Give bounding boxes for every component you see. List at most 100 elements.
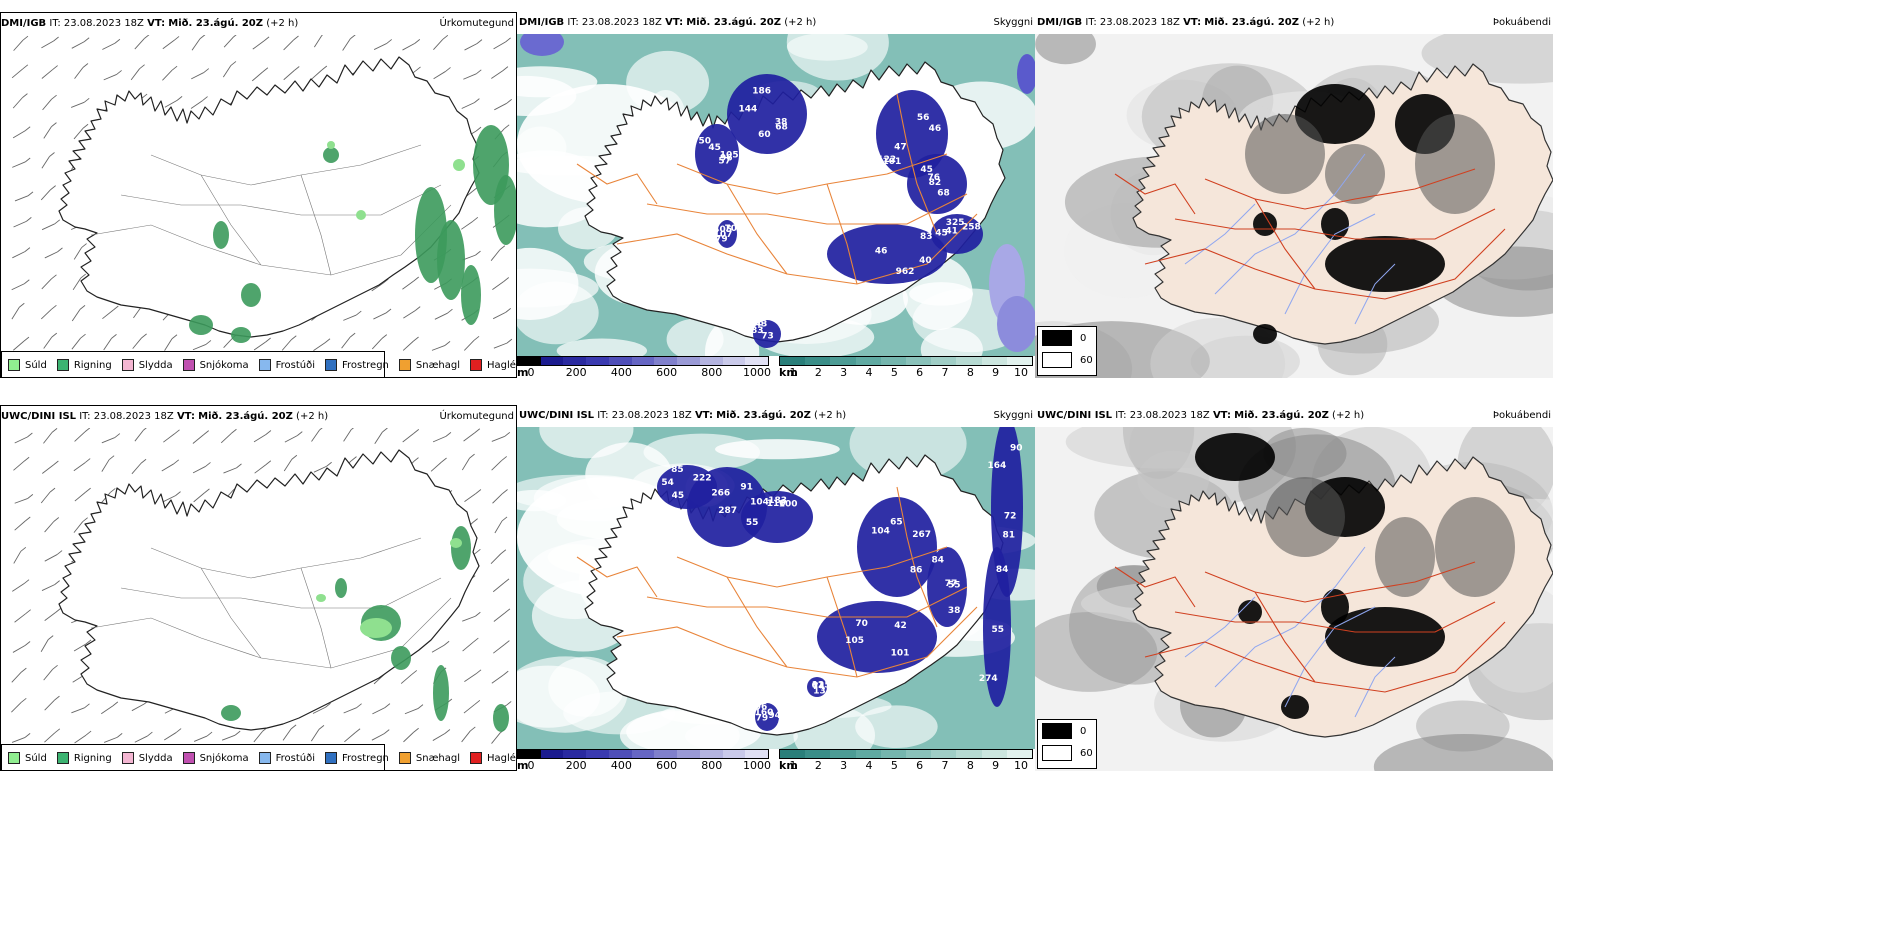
scale-unit: m xyxy=(517,759,529,771)
legend-swatch xyxy=(8,752,20,764)
ceiling-label: 85 xyxy=(671,465,684,475)
legend-swatch xyxy=(8,359,20,371)
legend-swatch xyxy=(470,752,483,764)
ceiling-label: 76 xyxy=(928,173,941,183)
scale-tick: 3 xyxy=(840,759,848,771)
scale-tick: 1000 xyxy=(743,759,771,771)
ceiling-label: 45 xyxy=(920,165,933,175)
precip-type-legend: Súld Rigning Slydda Snjókoma Frostúði Frostre… xyxy=(1,351,516,377)
scale-swatch xyxy=(654,357,678,365)
scale-swatch xyxy=(518,357,541,365)
ceiling-label: 94 xyxy=(768,711,781,721)
scale-tick: 10 xyxy=(1014,366,1028,378)
panel-title: UWC/DINI ISL IT: 23.08.2023 18Z VT: Mið.… xyxy=(1037,410,1365,421)
scale-swatch xyxy=(880,357,907,365)
legend-item-4: Frostúði xyxy=(258,359,315,371)
ceiling-label: 101 xyxy=(883,157,902,167)
scale-tick: 600 xyxy=(656,759,678,771)
ceiling-label: 122 xyxy=(877,155,896,165)
legend-swatch xyxy=(470,359,483,371)
scale-tick: 5 xyxy=(890,366,898,378)
legend-swatch xyxy=(325,359,337,371)
ceiling-label: 107 xyxy=(714,230,733,240)
scale-tick: 400 xyxy=(610,759,632,771)
ceiling-label: 104 xyxy=(871,527,890,537)
legend-label: Frostregn xyxy=(342,752,389,764)
scale-swatch xyxy=(563,750,587,758)
scale-colors xyxy=(779,356,1033,366)
visibility-scale: km 1 2 3 4 5 6 7 8 9 10 xyxy=(779,749,1033,771)
scale-tick: 3 xyxy=(840,366,848,378)
ceiling-label: 133 xyxy=(813,687,832,697)
ceiling-label: 183 xyxy=(768,496,787,506)
ceiling-label: 222 xyxy=(693,473,712,483)
scale-tick: 6 xyxy=(916,366,924,378)
scale-tick: 0 xyxy=(527,759,535,771)
ceiling-label: 79 xyxy=(756,713,769,723)
scale-swatch xyxy=(631,357,655,365)
scale-swatch xyxy=(586,750,609,758)
ceiling-label: 100 xyxy=(779,500,798,510)
ceiling-label: 84 xyxy=(932,556,945,566)
legend-swatch xyxy=(398,752,411,764)
scale-swatch xyxy=(906,357,932,365)
legend-label: Súld xyxy=(25,752,47,764)
ceiling-label: 45 xyxy=(672,491,685,501)
panel-field-name: Skyggni xyxy=(993,410,1033,421)
fog-panel-dmi: DMI/IGB IT: 23.08.2023 18Z VT: Mið. 23.á… xyxy=(1035,12,1553,378)
ceiling-label: 54 xyxy=(661,478,674,488)
scale-swatch xyxy=(906,750,932,758)
ceiling-label: 83 xyxy=(751,326,764,336)
scale-tick: 5 xyxy=(890,759,898,771)
fog-index-map xyxy=(1035,34,1553,378)
precip-type-legend: Súld Rigning Slydda Snjókoma Frostúði Frostre… xyxy=(1,744,516,770)
ceiling-label: 144 xyxy=(739,104,758,114)
ceiling-label: 73 xyxy=(761,331,774,341)
legend-label: Slydda xyxy=(138,752,173,764)
legend-item-0: Súld xyxy=(8,752,47,764)
scale-tick: 2 xyxy=(814,366,822,378)
panel-field-name: Úrkomutegund xyxy=(439,18,514,29)
panel-field-name: Þokuábendi xyxy=(1492,17,1551,28)
ceiling-label: 96 xyxy=(720,153,733,163)
legend-swatch xyxy=(258,752,271,764)
legend-item-3: Snjókoma xyxy=(182,752,249,764)
scale-swatch xyxy=(780,357,806,365)
legend-label: Rigning xyxy=(73,752,112,764)
legend-label: Frostúði xyxy=(275,752,315,764)
scale-tick: 4 xyxy=(865,366,873,378)
scale-swatch xyxy=(956,750,982,758)
scale-tick: 200 xyxy=(565,366,587,378)
ceiling-label: 405 xyxy=(713,225,732,235)
scale-tick: 1000 xyxy=(743,366,771,378)
scale-swatch xyxy=(931,750,957,758)
fog-legend: 0 60 xyxy=(1037,719,1097,769)
legend-swatch xyxy=(182,359,195,371)
scale-swatch xyxy=(540,357,564,365)
scale-swatch xyxy=(722,750,746,758)
panel-title: DMI/IGB IT: 23.08.2023 18Z VT: Mið. 23.á… xyxy=(519,17,817,28)
legend-label: Snæhagl xyxy=(415,359,461,371)
legend-label: Rigning xyxy=(73,359,112,371)
scale-swatch xyxy=(745,357,769,365)
ceiling-label: 55 xyxy=(992,625,1005,635)
scale-tick: 9 xyxy=(992,759,1000,771)
legend-swatch xyxy=(258,359,271,371)
scale-swatch xyxy=(855,750,881,758)
ceiling-label: 70 xyxy=(855,619,868,629)
ceiling-label: 96 xyxy=(755,703,768,713)
scale-tick: 1 xyxy=(789,366,797,378)
scale-unit: km xyxy=(779,366,798,378)
ceiling-label: 86 xyxy=(910,566,923,576)
legend-swatch xyxy=(56,752,69,764)
panel-title: UWC/DINI ISL IT: 23.08.2023 18Z VT: Mið.… xyxy=(1,411,329,422)
panel-title: DMI/IGB IT: 23.08.2023 18Z VT: Mið. 23.á… xyxy=(1,18,299,29)
ceiling-label: 287 xyxy=(718,506,737,516)
cloud-visibility-map: 266 222 183 86 77 101 74 79 90 274 91 85 110 267 84 105… xyxy=(517,427,1035,749)
scale-swatch xyxy=(699,750,723,758)
scale-colors xyxy=(779,749,1033,759)
panel-field-name: Úrkomutegund xyxy=(439,411,514,422)
scale-tick: 200 xyxy=(565,759,587,771)
ceiling-label: 160 xyxy=(755,708,774,718)
ceiling-label: 962 xyxy=(896,267,915,277)
